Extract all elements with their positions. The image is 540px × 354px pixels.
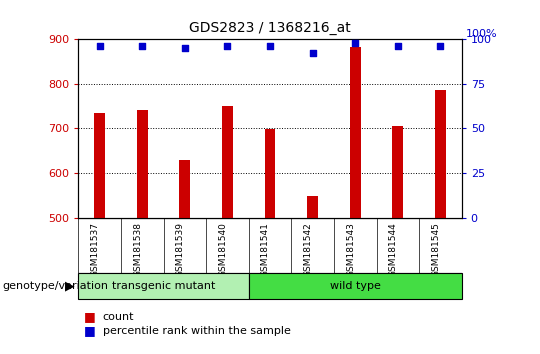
Point (138, 43, 146, 49)
Title: GDS2823 / 1368216_at: GDS2823 / 1368216_at (189, 21, 351, 35)
Bar (350, 47, 361, 354)
Text: ■: ■ (84, 325, 96, 337)
Text: genotype/variation: genotype/variation (3, 281, 109, 291)
Point (436, 43, 445, 49)
Point (223, 43, 232, 49)
Text: GSM181539: GSM181539 (176, 222, 185, 277)
Bar (307, 196, 318, 354)
Text: GSM181544: GSM181544 (389, 222, 398, 277)
Text: percentile rank within the sample: percentile rank within the sample (103, 326, 291, 336)
Text: GSM181541: GSM181541 (261, 222, 270, 277)
Text: GSM181543: GSM181543 (346, 222, 355, 277)
Bar (94, 113, 105, 354)
Text: count: count (103, 312, 134, 322)
Point (95, 43, 104, 49)
Point (351, 40, 360, 45)
Bar (393, 126, 403, 354)
Point (266, 43, 274, 49)
Bar (179, 160, 190, 354)
Bar (222, 106, 233, 354)
Point (394, 43, 402, 49)
Bar (78, 273, 249, 299)
Bar (265, 129, 275, 354)
Text: wild type: wild type (330, 281, 381, 291)
Text: GSM181545: GSM181545 (431, 222, 441, 277)
Point (180, 45, 189, 51)
Text: GSM181537: GSM181537 (91, 222, 99, 277)
Bar (137, 110, 147, 354)
Text: ▶: ▶ (65, 279, 75, 292)
Text: transgenic mutant: transgenic mutant (112, 281, 215, 291)
Text: GSM181542: GSM181542 (303, 222, 313, 277)
Text: 100%: 100% (465, 29, 497, 39)
Text: GSM181538: GSM181538 (133, 222, 142, 277)
Point (308, 50, 317, 56)
Bar (249, 273, 462, 299)
Text: GSM181540: GSM181540 (218, 222, 227, 277)
Text: ■: ■ (84, 310, 96, 323)
Bar (435, 90, 445, 354)
